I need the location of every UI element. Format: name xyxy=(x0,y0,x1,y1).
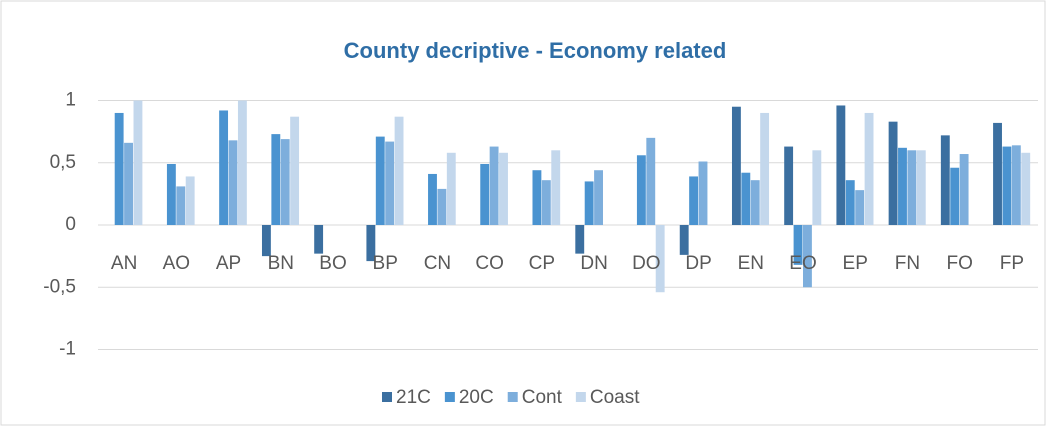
bar xyxy=(916,150,926,225)
bar xyxy=(166,163,176,225)
x-tick-label: EP xyxy=(843,253,868,274)
bar xyxy=(898,147,907,225)
bar xyxy=(261,225,271,257)
x-tick-label: EN xyxy=(738,253,764,274)
x-tick-label: FN xyxy=(895,253,920,274)
chart-title: County decriptive - Economy related xyxy=(344,38,727,63)
bar xyxy=(314,225,324,254)
bar xyxy=(750,180,760,225)
legend-swatch xyxy=(507,392,518,402)
legend-swatch xyxy=(444,392,455,402)
bar xyxy=(394,116,404,225)
bar xyxy=(803,225,812,288)
bar xyxy=(784,146,794,225)
bar xyxy=(812,150,822,225)
legend-label: 21C xyxy=(396,387,431,408)
legend-label: Cont xyxy=(522,387,563,408)
bar xyxy=(1011,145,1021,225)
bar xyxy=(646,137,656,225)
bar xyxy=(385,141,395,225)
bar xyxy=(655,225,665,293)
x-tick-label: AN xyxy=(111,253,137,274)
bar xyxy=(280,139,290,225)
bar xyxy=(237,100,247,225)
legend-swatch xyxy=(382,392,392,402)
legend-swatch xyxy=(575,392,586,402)
bar xyxy=(993,122,1002,225)
y-tick-label: 0,5 xyxy=(50,152,76,173)
bar xyxy=(114,112,124,225)
bar xyxy=(793,225,803,265)
bar xyxy=(689,176,699,225)
bar xyxy=(888,121,898,225)
bar xyxy=(584,181,594,225)
x-tick-label: BO xyxy=(319,253,346,274)
bar xyxy=(551,150,561,225)
bar xyxy=(366,225,376,262)
legend-label: 20C xyxy=(459,387,494,408)
bar xyxy=(836,105,846,225)
bar xyxy=(219,110,229,225)
bar xyxy=(1021,152,1031,225)
bar xyxy=(446,152,456,225)
x-tick-label: AP xyxy=(216,253,241,274)
bar xyxy=(185,176,195,225)
bar xyxy=(907,150,917,225)
bar xyxy=(480,163,490,225)
x-tick-label: DO xyxy=(632,253,661,274)
y-tick-label: -1 xyxy=(59,339,76,360)
bar xyxy=(594,170,603,225)
bar xyxy=(532,170,542,225)
bar xyxy=(428,173,437,225)
x-tick-label: CN xyxy=(424,253,451,274)
bar xyxy=(1002,146,1012,225)
x-tick-label: DN xyxy=(580,253,607,274)
x-tick-label: EO xyxy=(789,253,816,274)
bar xyxy=(375,136,385,225)
bar xyxy=(124,142,133,225)
bar xyxy=(489,146,499,225)
bar xyxy=(679,225,689,255)
x-tick-label: AO xyxy=(163,253,190,274)
y-tick-label: -0,5 xyxy=(43,276,76,297)
x-tick-label: CO xyxy=(475,253,504,274)
bar xyxy=(864,112,874,225)
bar xyxy=(437,188,447,225)
x-tick-label: BP xyxy=(373,253,398,274)
legend-label: Coast xyxy=(590,387,640,408)
bar xyxy=(575,225,585,254)
bar xyxy=(176,186,186,225)
bar xyxy=(290,116,300,225)
bar xyxy=(541,180,551,225)
bar xyxy=(855,190,865,225)
y-tick-label: 0 xyxy=(65,214,76,235)
bar xyxy=(731,106,741,225)
x-tick-label: FP xyxy=(1000,253,1024,274)
bar xyxy=(845,180,855,225)
bar xyxy=(636,155,646,225)
x-tick-label: CP xyxy=(529,253,555,274)
bar xyxy=(950,167,960,225)
bar xyxy=(741,172,751,225)
bar xyxy=(271,134,281,225)
bar xyxy=(760,112,770,225)
bar xyxy=(940,135,950,225)
bar xyxy=(499,152,508,225)
bar xyxy=(228,140,238,225)
x-tick-label: DP xyxy=(685,253,711,274)
x-tick-label: FO xyxy=(946,253,972,274)
bar xyxy=(959,154,969,225)
bar xyxy=(133,100,143,225)
bar xyxy=(698,161,708,225)
x-tick-label: BN xyxy=(268,253,294,274)
y-tick-label: 1 xyxy=(65,90,76,111)
